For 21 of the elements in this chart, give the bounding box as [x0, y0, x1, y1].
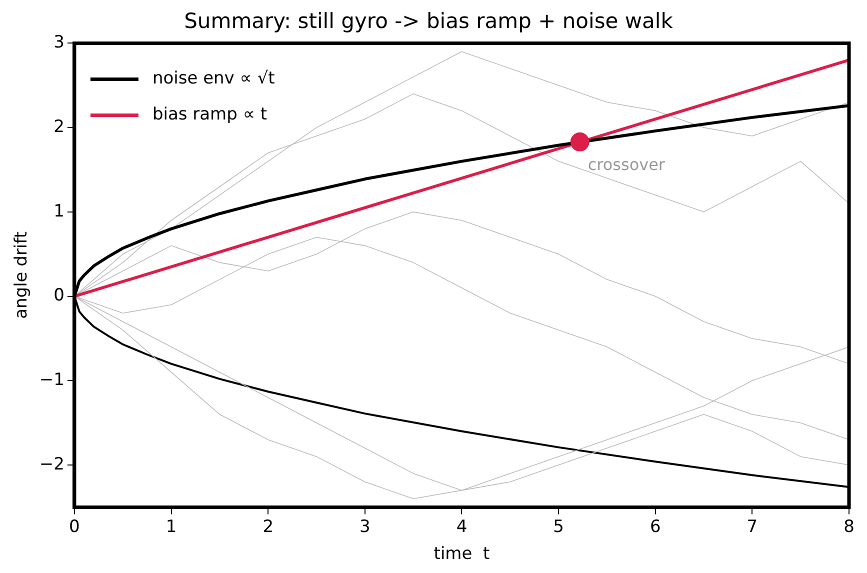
y-tick-label: 2	[54, 116, 64, 137]
x-tick-label: 8	[844, 516, 854, 537]
chart-title: Summary: still gyro -> bias ramp + noise walk	[184, 9, 674, 34]
y-axis-title: angle drift	[12, 231, 32, 319]
legend-label: noise env ∝ √t	[152, 68, 276, 89]
annotation: crossover	[588, 155, 666, 174]
y-tick-label: −1	[39, 370, 64, 390]
y-tick-label: 0	[54, 286, 64, 306]
y-tick-label: −2	[39, 454, 64, 474]
y-tick-label: 1	[54, 201, 64, 222]
x-axis-title: time t	[434, 544, 490, 564]
x-tick-label: 7	[746, 516, 758, 537]
x-tick-label: 0	[69, 516, 80, 537]
x-tick-label: 4	[456, 516, 468, 537]
x-tick-label: 3	[360, 516, 370, 537]
x-tick-label: 6	[650, 516, 661, 537]
x-tick-label: 1	[166, 516, 177, 537]
legend-label: bias ramp ∝ t	[152, 104, 268, 125]
x-tick-label: 5	[553, 516, 564, 537]
x-tick-label: 2	[262, 516, 274, 537]
y-tick-label: 3	[54, 32, 64, 53]
